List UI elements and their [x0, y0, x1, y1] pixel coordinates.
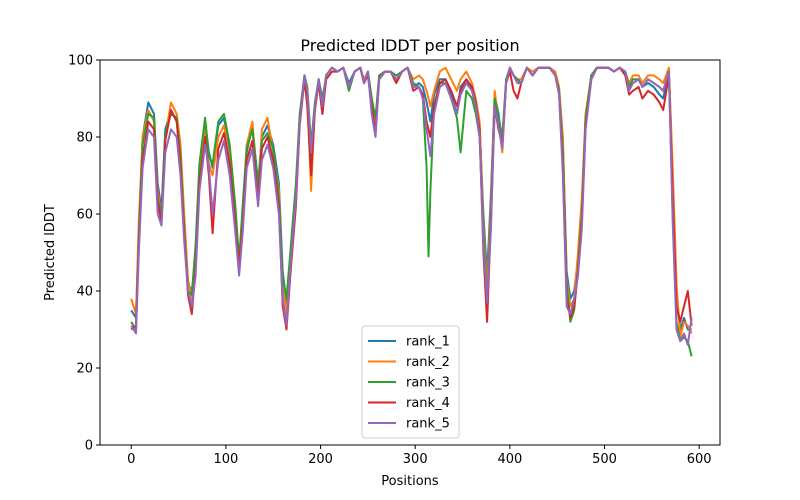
series-line-rank_5 [130, 66, 693, 346]
x-tick-label: 100 [213, 452, 238, 467]
legend: rank_1 rank_2 rank_3 rank_4 rank_5 [361, 325, 460, 439]
legend-label-rank_5: rank_5 [406, 417, 450, 432]
x-tick-label: 300 [403, 452, 428, 467]
y-axis-label: Predicted lDDT [43, 204, 58, 301]
x-axis-ticks: 0 100 200 300 400 500 600 [127, 445, 712, 467]
x-axis-label: Positions [381, 474, 439, 489]
y-tick-label: 60 [76, 208, 93, 223]
y-tick-label: 0 [85, 439, 93, 454]
series-line-rank_3 [130, 66, 693, 357]
y-axis-ticks: 0 20 40 60 80 100 [68, 54, 100, 454]
series-line-rank_4 [130, 66, 693, 331]
x-tick-label: 500 [592, 452, 617, 467]
x-tick-label: 400 [497, 452, 522, 467]
x-tick-label: 200 [308, 452, 333, 467]
y-tick-label: 100 [68, 54, 93, 69]
legend-label-rank_3: rank_3 [406, 376, 450, 391]
y-tick-label: 80 [76, 131, 93, 146]
legend-label-rank_4: rank_4 [406, 396, 450, 411]
y-tick-label: 20 [76, 362, 93, 377]
y-tick-label: 40 [76, 285, 93, 300]
plot-frame [99, 59, 721, 446]
x-tick-label: 0 [127, 452, 135, 467]
x-tick-label: 600 [687, 452, 712, 467]
legend-label-rank_2: rank_2 [406, 355, 450, 370]
legend-box [361, 325, 460, 439]
legend-label-rank_1: rank_1 [406, 335, 450, 350]
chart-title: Predicted lDDT per position [300, 36, 519, 55]
plot-series-group [130, 66, 693, 357]
